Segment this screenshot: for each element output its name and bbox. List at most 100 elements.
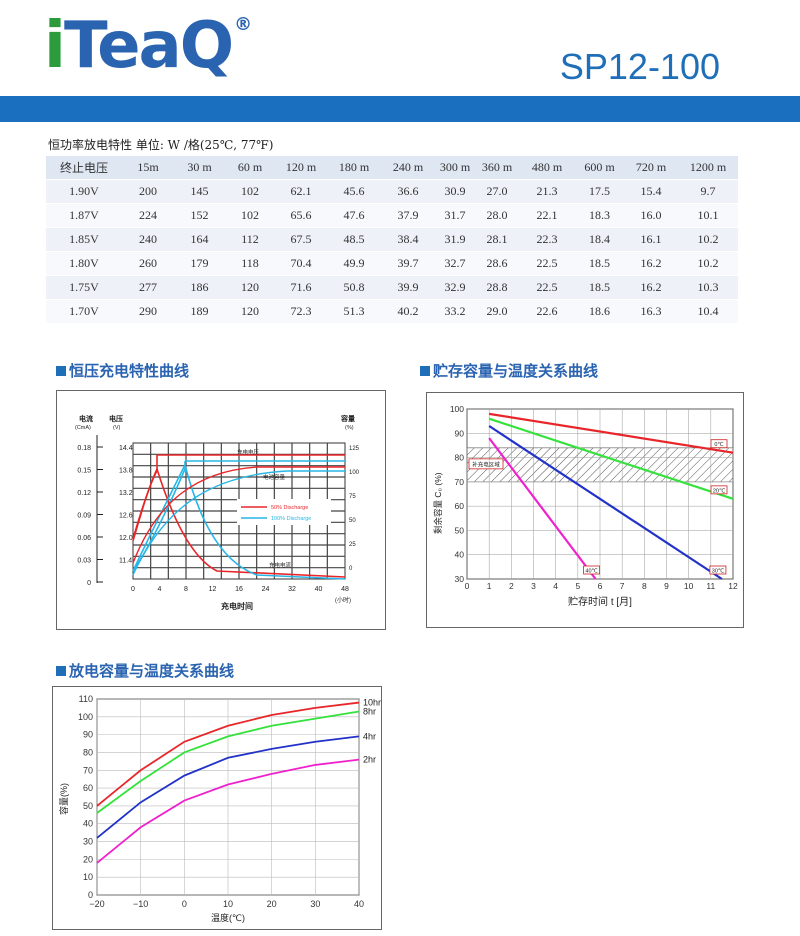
y-axis-label: 剩余容量 C₀ (%) (433, 472, 443, 534)
table-header-cell: 240 m (381, 156, 435, 180)
y-tick-label: 30 (83, 837, 93, 847)
table-cell: 179 (174, 251, 225, 276)
annotation-label: 充电电压 (237, 448, 260, 456)
table-cell: 10.2 (678, 227, 738, 252)
storage-chart-panel: 补充电区域 100 90 80 70 60 50 40 30 0 1 2 3 4 5 6 7 8 9 10 11 12 贮存… (426, 392, 744, 628)
table-cell: 16.2 (624, 275, 678, 300)
y-tick-label: 70 (83, 765, 93, 775)
table-row: 1.75V 277 186 120 71.6 50.8 39.9 32.9 28.8 22.5 18… (46, 275, 738, 300)
table-cell: 28.0 (475, 203, 519, 228)
table-cell: 10.4 (678, 299, 738, 324)
table-header-cell: 1200 m (678, 156, 738, 180)
capacity-tick-label: 25 (349, 542, 356, 548)
section-title-storage-text: 贮存容量与温度关系曲线 (433, 363, 599, 380)
section-title-storage: 贮存容量与温度关系曲线 (420, 360, 598, 381)
table-header-cell: 600 m (575, 156, 624, 180)
y-tick-label: 0 (88, 890, 93, 900)
table-cell: 16.3 (624, 299, 678, 324)
table-cell: 1.80V (46, 251, 122, 276)
voltage-tick-label: 14.4 (119, 445, 133, 452)
series-label: 0℃ (714, 441, 723, 448)
table-cell: 18.6 (575, 299, 624, 324)
table-cell: 1.90V (46, 179, 122, 204)
x-axis-unit: (小时) (335, 596, 351, 604)
power-discharge-table: 终止电压 15m 30 m 60 m 120 m 180 m 240 m 300 m 360 m… (46, 156, 738, 324)
table-cell: 9.7 (678, 179, 738, 204)
x-tick-label: 12 (728, 581, 738, 591)
y-tick-label: 10 (83, 872, 93, 882)
x-tick-label: 7 (620, 581, 625, 591)
table-row: 1.80V 260 179 118 70.4 49.9 39.7 32.7 28.6 22.5 18… (46, 251, 738, 276)
x-tick-label: 4 (158, 586, 162, 593)
capacity-tick-label: 50 (349, 518, 356, 524)
table-cell: 22.5 (519, 275, 575, 300)
table-header-cell: 300 m (435, 156, 475, 180)
y-tick-label: 50 (455, 525, 465, 535)
table-title: 恒功率放电特性 单位: W /格(25℃, 77℉) (48, 138, 274, 152)
series-label-box (710, 485, 728, 495)
section-title-discharge-text: 放电容量与温度关系曲线 (69, 663, 235, 680)
table-cell: 290 (122, 299, 174, 324)
y-tick-label: 90 (455, 428, 465, 438)
table-cell: 36.6 (381, 179, 435, 204)
table-cell: 39.7 (381, 251, 435, 276)
y-tick-label: 50 (83, 801, 93, 811)
series-label: 40℃ (585, 568, 597, 575)
refresh-zone-label-box (468, 458, 504, 470)
table-cell: 17.5 (575, 179, 624, 204)
voltage-tick-label: 12.0 (119, 535, 133, 542)
x-tick-label: 40 (354, 899, 364, 909)
table-cell: 32.9 (435, 275, 475, 300)
table-cell: 47.6 (327, 203, 381, 228)
charge-chart: 50% Discharge 100% Discharge 电流 (CmA) 电压 (V) 容… (75, 414, 360, 611)
table-header-cell: 480 m (519, 156, 575, 180)
model-number: SP12-100 (559, 46, 720, 87)
table-cell: 65.6 (275, 203, 327, 228)
current-axis-unit: (CmA) (75, 425, 91, 431)
series-line-10hr (96, 701, 360, 807)
table-cell: 152 (174, 203, 225, 228)
table-cell: 16.2 (624, 251, 678, 276)
y-tick-label: 60 (455, 501, 465, 511)
table-cell: 1.70V (46, 299, 122, 324)
y-tick-label: 80 (83, 747, 93, 757)
x-tick-label: 6 (598, 581, 603, 591)
series-label: 30℃ (712, 568, 724, 575)
voltage-tick-label: 13.8 (119, 468, 133, 475)
series-line-4hr (96, 735, 360, 839)
table-cell: 15.4 (624, 179, 678, 204)
table-header-cell: 180 m (327, 156, 381, 180)
logo-text: TeaQ (63, 9, 234, 83)
table-cell: 145 (174, 179, 225, 204)
x-tick-label: 0 (465, 581, 470, 591)
legend-box (237, 499, 331, 525)
series-label: 8hr (363, 706, 376, 716)
legend-label: 100% Discharge (271, 516, 311, 522)
series-label-box (583, 565, 600, 575)
table-row: 1.87V 224 152 102 65.6 47.6 37.9 31.7 28.0 22.1 18… (46, 203, 738, 228)
y-tick-label: 60 (83, 783, 93, 793)
table-header-cell: 终止电压 (46, 156, 122, 180)
y-tick-label: 110 (79, 694, 93, 704)
series-label: 10hr (363, 698, 381, 708)
x-tick-label: 40 (315, 586, 323, 593)
current-tick-label: 0.03 (77, 558, 91, 565)
section-title-charge-text: 恒压充电特性曲线 (69, 363, 190, 380)
table-cell: 1.75V (46, 275, 122, 300)
discharge-chart-panel: 110 100 90 80 70 60 50 40 30 20 10 0 −20 −10 0 10 20 30 40… (52, 686, 382, 930)
table-cell: 30.9 (435, 179, 475, 204)
table-cell: 40.2 (381, 299, 435, 324)
header-band (0, 96, 800, 122)
voltage-tick-label: 13.2 (119, 490, 133, 497)
table-cell: 22.3 (519, 227, 575, 252)
table-cell: 102 (225, 203, 275, 228)
table-cell: 164 (174, 227, 225, 252)
x-tick-label: 0 (131, 586, 135, 593)
refresh-zone-label: 补充电区域 (472, 460, 500, 468)
x-tick-label: −10 (133, 899, 148, 909)
table-row: 1.70V 290 189 120 72.3 51.3 40.2 33.2 29.0 22.6 18… (46, 299, 738, 324)
capacity-tick-label: 0 (349, 566, 353, 572)
x-tick-label: 5 (575, 581, 580, 591)
x-tick-label: 10 (684, 581, 694, 591)
